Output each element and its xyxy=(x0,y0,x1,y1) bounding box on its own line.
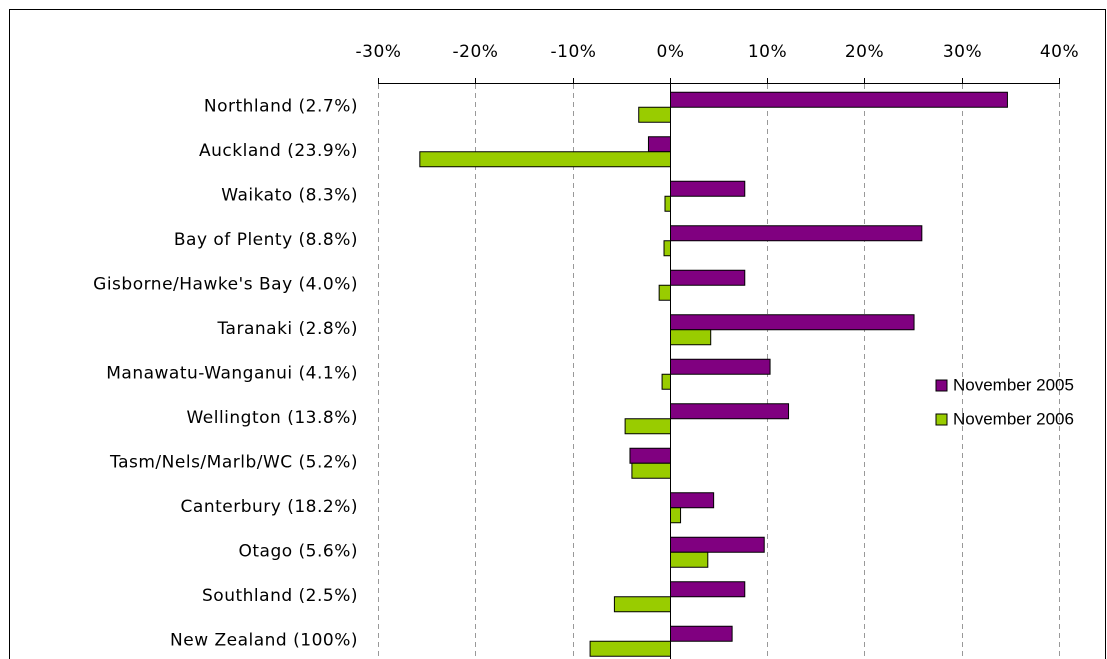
y-tick-label: Tasm/Nels/Marlb/WC (5.2%) xyxy=(109,452,358,472)
bar xyxy=(670,551,709,568)
y-tick-label: Bay of Plenty (8.8%) xyxy=(174,230,358,250)
y-tick-label: Taranaki (2.8%) xyxy=(216,319,358,339)
bar xyxy=(638,106,671,123)
legend-swatch xyxy=(935,379,948,392)
legend-label: November 2005 xyxy=(953,375,1074,394)
bar xyxy=(670,625,733,642)
bar xyxy=(629,447,671,464)
y-tick-label: Northland (2.7%) xyxy=(204,96,358,116)
bar xyxy=(613,596,672,613)
bar xyxy=(670,180,746,197)
bar xyxy=(419,151,671,168)
bar xyxy=(670,314,915,331)
bar xyxy=(624,418,671,435)
bar xyxy=(670,403,790,420)
bar xyxy=(670,536,765,553)
chart-frame xyxy=(9,9,1106,659)
y-tick-label: Wellington (13.8%) xyxy=(186,408,358,428)
legend-label: November 2006 xyxy=(953,409,1074,428)
y-tick-label: Southland (2.5%) xyxy=(202,586,358,606)
x-tick-label: -30% xyxy=(356,42,402,62)
bar xyxy=(670,91,1008,108)
x-tick-label: 30% xyxy=(943,42,982,62)
bar xyxy=(647,136,671,153)
bar xyxy=(631,462,671,479)
x-tick-label: 20% xyxy=(845,42,884,62)
y-tick-label: Manawatu-Wanganui (4.1%) xyxy=(106,363,358,383)
x-tick-label: 10% xyxy=(748,42,787,62)
y-tick-label: New Zealand (100%) xyxy=(170,630,358,650)
bar xyxy=(670,507,682,524)
x-tick-label: 40% xyxy=(1040,42,1079,62)
bar xyxy=(658,284,671,301)
bar xyxy=(664,195,672,212)
x-tick-label: -10% xyxy=(551,42,597,62)
bar xyxy=(670,358,771,375)
bar xyxy=(670,581,746,598)
bar xyxy=(589,640,672,657)
y-tick-label: Auckland (23.9%) xyxy=(199,141,358,161)
bar xyxy=(670,492,715,509)
bar xyxy=(663,240,672,257)
y-tick-label: Canterbury (18.2%) xyxy=(181,497,358,517)
y-tick-label: Otago (5.6%) xyxy=(238,541,358,561)
x-tick-label: 0% xyxy=(657,42,685,62)
x-tick-label: -20% xyxy=(453,42,499,62)
bar xyxy=(670,269,746,286)
legend-swatch xyxy=(935,413,948,426)
bar xyxy=(670,329,712,346)
y-tick-label: Waikato (8.3%) xyxy=(221,185,358,205)
bar xyxy=(661,373,671,390)
y-tick-label: Gisborne/Hawke's Bay (4.0%) xyxy=(93,274,358,294)
bar xyxy=(670,225,923,242)
